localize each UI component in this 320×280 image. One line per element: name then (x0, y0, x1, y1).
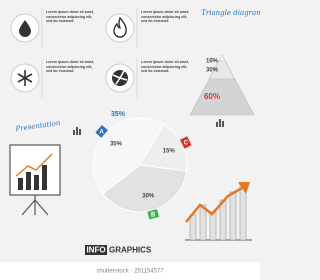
triangle-level (218, 54, 226, 62)
pie-tab-label: A (99, 129, 104, 135)
pie-callout: 35% (111, 111, 126, 118)
triangle-level-label: 30% (206, 68, 219, 74)
triangle-level (189, 78, 255, 116)
separators (41, 8, 138, 98)
pie-tab (179, 136, 192, 149)
pie-value-label: 15% (163, 148, 176, 154)
icon-water (10, 13, 40, 43)
infographic: Triangle diagram Presentation INFO GRAPH… (0, 8, 260, 280)
icon-fan (105, 63, 135, 93)
triangle-level-label: 10% (206, 59, 219, 65)
pie-value-label: 30% (142, 193, 155, 199)
presentation-label: Presentation (14, 119, 61, 133)
pie-tab (95, 124, 108, 138)
icon-snowflake (10, 63, 40, 93)
text-block: Lorem ipsum dolor sit amet, consectetur … (46, 60, 95, 74)
watermark-bar (0, 262, 260, 280)
canvas: Triangle diagram Presentation INFO GRAPH… (0, 8, 260, 280)
footer-graphics: GRAPHICS (109, 246, 152, 255)
text-block: Lorem ipsum dolor sit amet, consectetur … (141, 60, 190, 74)
pie-tab (147, 209, 160, 220)
growth-chart (185, 182, 252, 241)
watermark: shutterstock · 251154577 (96, 269, 164, 275)
board (9, 144, 61, 216)
pie-tab-label: B (151, 212, 156, 218)
icon-fire (105, 13, 135, 43)
pie-slice (92, 117, 165, 195)
footer-badge (85, 245, 107, 255)
text-block: Lorem ipsum dolor sit amet, consectetur … (46, 10, 95, 24)
small-bars (73, 119, 224, 135)
triangle-level-label: 60% (204, 92, 220, 101)
text-block: Lorem ipsum dolor sit amet, consectetur … (141, 10, 190, 24)
triangle-title: Triangle diagram (201, 9, 260, 17)
pie-value-label: 35% (110, 142, 123, 148)
pie-tab-label: C (184, 141, 189, 147)
pie-slice (139, 123, 188, 172)
footer-info: INFO (86, 246, 105, 255)
